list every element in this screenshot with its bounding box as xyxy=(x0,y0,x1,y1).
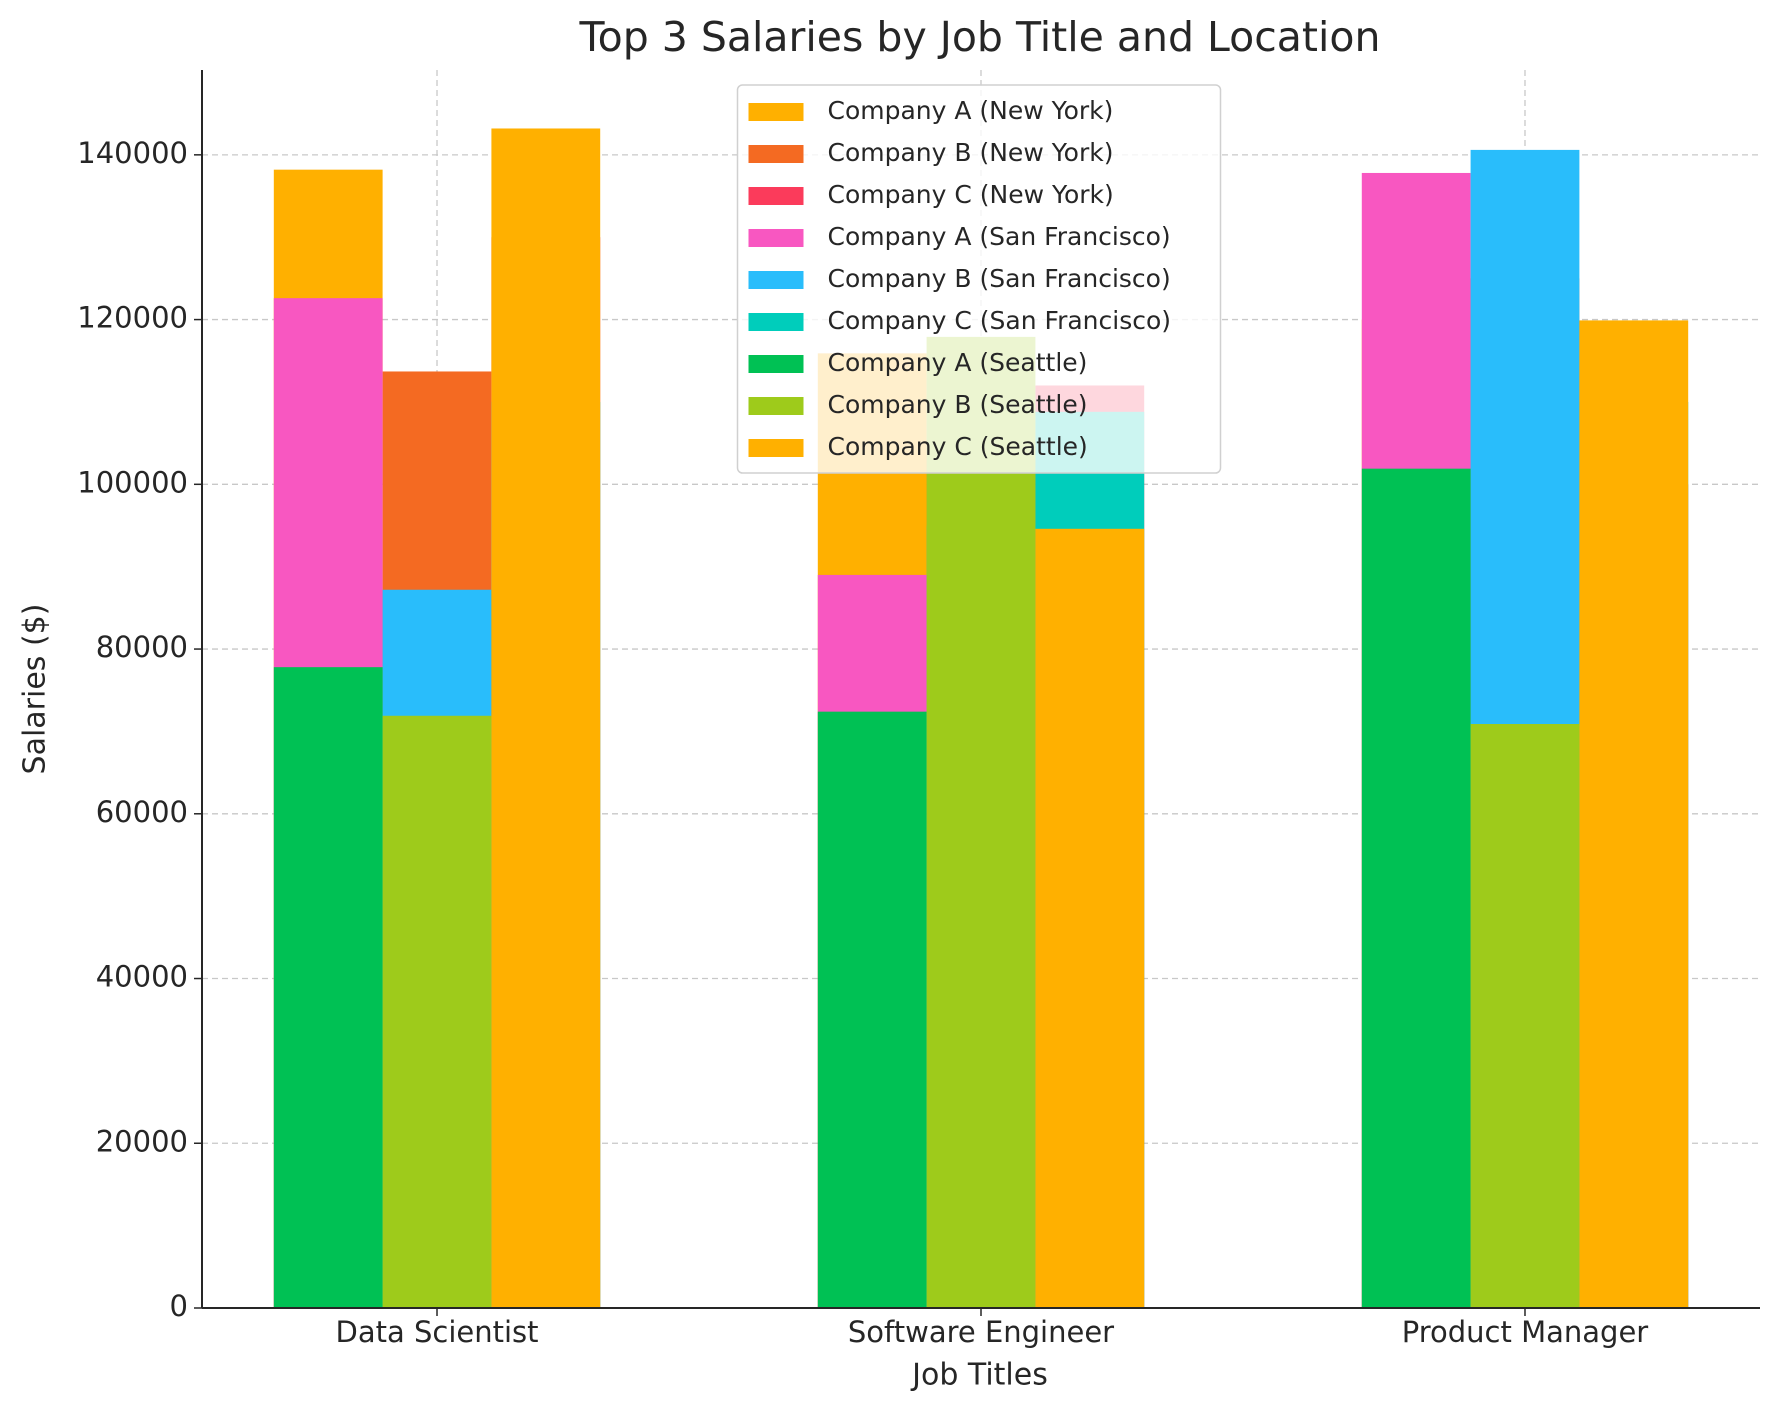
legend: Company A (New York) Company B (New York)… xyxy=(736,84,1222,474)
legend-label: Company B (New York) xyxy=(828,138,1114,167)
y-tick-label: 60000 xyxy=(96,795,188,829)
bar xyxy=(1361,468,1471,1308)
bar xyxy=(1035,528,1145,1308)
bar xyxy=(491,128,601,1309)
y-tick-label: 20000 xyxy=(96,1124,188,1158)
legend-label: Company C (New York) xyxy=(828,180,1114,209)
bar xyxy=(273,667,383,1308)
legend-swatch xyxy=(748,439,804,457)
legend-label: Company B (Seattle) xyxy=(828,390,1088,419)
bar xyxy=(1470,724,1580,1308)
legend-label: Company C (San Francisco) xyxy=(828,306,1172,335)
legend-label: Company A (San Francisco) xyxy=(828,222,1171,251)
bar xyxy=(1579,320,1689,1309)
bar xyxy=(817,711,927,1308)
y-axis-label: Salaries ($) xyxy=(18,604,53,775)
y-tick-label: 40000 xyxy=(96,960,188,994)
bar xyxy=(382,715,492,1308)
legend-swatch xyxy=(748,187,804,205)
y-tick-label: 140000 xyxy=(77,136,188,170)
x-tick-label: Product Manager xyxy=(1402,1315,1649,1349)
legend-swatch xyxy=(748,145,804,163)
legend-swatch xyxy=(748,313,804,331)
legend-box xyxy=(736,84,1222,474)
legend-label: Company B (San Francisco) xyxy=(828,264,1171,293)
legend-label: Company A (Seattle) xyxy=(828,348,1088,377)
bar xyxy=(926,336,1036,1308)
x-tick-label: Data Scientist xyxy=(336,1315,539,1349)
legend-label: Company A (New York) xyxy=(828,96,1114,125)
legend-swatch xyxy=(748,271,804,289)
chart-title: Top 3 Salaries by Job Title and Location xyxy=(579,13,1381,61)
x-tick-label: Software Engineer xyxy=(848,1315,1114,1349)
y-tick-label: 80000 xyxy=(96,630,188,664)
legend-swatch xyxy=(748,397,804,415)
legend-swatch xyxy=(748,229,804,247)
legend-swatch xyxy=(748,355,804,373)
legend-swatch xyxy=(748,103,804,121)
y-tick-label: 120000 xyxy=(77,301,188,335)
y-tick-label: 100000 xyxy=(77,465,188,499)
legend-label: Company C (Seattle) xyxy=(828,432,1088,461)
y-tick-label: 0 xyxy=(170,1289,188,1323)
x-axis-label: Job Titles xyxy=(910,1358,1048,1393)
